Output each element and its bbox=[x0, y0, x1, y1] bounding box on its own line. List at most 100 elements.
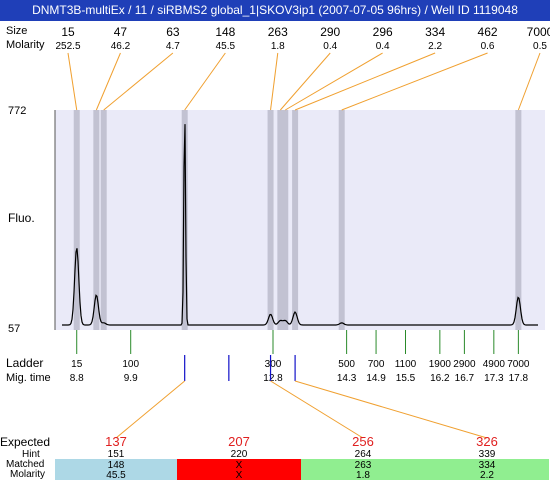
peak-labels: 15 252.5 47 46.2 63 4.7 148 45.5 263 1.8 290 0.4 296… bbox=[55, 25, 550, 111]
ladder-size-label: 1100 bbox=[395, 359, 417, 370]
peak-molarity-label: 0.6 bbox=[481, 41, 495, 52]
y-tick-top: 772 bbox=[8, 105, 26, 117]
matched-row-label: Matched bbox=[6, 459, 44, 470]
expected-size: 326 bbox=[476, 434, 498, 449]
ladder-size-label: 1900 bbox=[429, 359, 452, 370]
matched-molarity-value: 1.8 bbox=[356, 470, 370, 480]
peak-size-label: 334 bbox=[425, 25, 445, 39]
peak-leader-line bbox=[184, 52, 226, 111]
matched-cell bbox=[55, 459, 177, 480]
peak-molarity-label: 252.5 bbox=[55, 41, 80, 52]
hint-value: 339 bbox=[479, 449, 496, 460]
molarity-row-label: Molarity bbox=[6, 39, 45, 51]
ladder-size-label: 700 bbox=[368, 359, 385, 370]
matched-value: 334 bbox=[479, 460, 496, 471]
peak-band bbox=[277, 110, 284, 330]
peak-band bbox=[100, 110, 107, 330]
expected-leader-line bbox=[294, 380, 488, 439]
ladder-size-label: 100 bbox=[122, 359, 139, 370]
ladder-time-label: 14.3 bbox=[337, 373, 357, 384]
ladder-size-label: 4900 bbox=[483, 359, 506, 370]
y-tick-bottom: 57 bbox=[8, 323, 20, 335]
peak-band bbox=[282, 110, 289, 330]
peak-size-label: 148 bbox=[215, 25, 235, 39]
expected-row-label: Expected bbox=[0, 435, 50, 449]
peak-band bbox=[292, 110, 299, 330]
size-row-label: Size bbox=[6, 25, 27, 37]
ladder-time-label: 12.8 bbox=[263, 373, 283, 384]
hint-value: 220 bbox=[231, 449, 248, 460]
peak-leader-line bbox=[270, 52, 279, 111]
peak-size-label: 7000 bbox=[527, 25, 550, 39]
ladder-row-label: Ladder bbox=[6, 356, 43, 370]
plot-area bbox=[55, 110, 545, 330]
matched-value: X bbox=[236, 460, 243, 471]
fluorescence-trace bbox=[54, 110, 538, 330]
peak-molarity-label: 4.7 bbox=[166, 41, 180, 52]
mig-time-row-label: Mig. time bbox=[6, 372, 51, 384]
peak-leader-line bbox=[95, 52, 121, 111]
peak-size-label: 263 bbox=[268, 25, 288, 39]
peak-molarity-label: 45.5 bbox=[216, 41, 236, 52]
hint-row-label: Hint bbox=[22, 449, 40, 460]
peak-size-label: 63 bbox=[166, 25, 180, 39]
peak-molarity-label: 0.5 bbox=[533, 41, 547, 52]
expected-size: 256 bbox=[352, 434, 374, 449]
matched-cell bbox=[301, 459, 425, 480]
matched-cell bbox=[177, 459, 301, 480]
matched-molarity-value: X bbox=[236, 470, 243, 480]
peak-size-label: 462 bbox=[478, 25, 498, 39]
trace-line bbox=[62, 124, 538, 326]
peak-leader-line bbox=[517, 52, 541, 111]
expected-size: 207 bbox=[228, 434, 250, 449]
matched-value: 148 bbox=[108, 460, 125, 471]
peak-molarity-label: 46.2 bbox=[111, 41, 131, 52]
ladder-time-label: 17.3 bbox=[484, 373, 504, 384]
peak-band bbox=[338, 110, 345, 330]
peak-leader-line bbox=[285, 52, 383, 111]
peak-size-label: 296 bbox=[373, 25, 393, 39]
expected-size: 137 bbox=[105, 434, 127, 449]
molarity-bottom-row-label: Molarity bbox=[10, 469, 45, 480]
y-axis-label: Fluo. bbox=[8, 211, 35, 225]
peak-bands bbox=[73, 110, 522, 330]
peak-band bbox=[181, 110, 188, 330]
matched-value: 263 bbox=[355, 460, 372, 471]
window-title: DNMT3B-multiEx / 11 / siRBMS2 global_1|S… bbox=[0, 0, 550, 21]
ladder-size-label: 2900 bbox=[453, 359, 476, 370]
peak-band bbox=[515, 110, 522, 330]
peak-size-label: 15 bbox=[61, 25, 75, 39]
ladder-time-label: 9.9 bbox=[124, 373, 138, 384]
matched-molarity-value: 45.5 bbox=[106, 470, 126, 480]
peak-leader-line bbox=[103, 52, 174, 111]
peak-size-label: 47 bbox=[114, 25, 128, 39]
peak-molarity-label: 1.8 bbox=[271, 41, 285, 52]
peak-leader-line bbox=[341, 52, 488, 111]
peak-band bbox=[93, 110, 100, 330]
peak-molarity-label: 2.2 bbox=[428, 41, 442, 52]
expected-leader-line bbox=[115, 380, 185, 439]
ladder-time-label: 14.9 bbox=[366, 373, 386, 384]
peak-size-label: 290 bbox=[320, 25, 340, 39]
ladder-time-label: 15.5 bbox=[396, 373, 416, 384]
ladder-time-label: 8.8 bbox=[70, 373, 84, 384]
peak-molarity-label: 0.4 bbox=[323, 41, 337, 52]
peak-molarity-label: 0.4 bbox=[376, 41, 390, 52]
ladder-time-label: 16.2 bbox=[430, 373, 450, 384]
peak-leader-line bbox=[294, 52, 436, 111]
ladder-time-label: 17.8 bbox=[509, 373, 529, 384]
peak-leader-line bbox=[67, 52, 78, 111]
ladder-time-label: 16.7 bbox=[455, 373, 475, 384]
ladder-size-label: 15 bbox=[71, 359, 83, 370]
ladder-size-label: 7000 bbox=[507, 359, 530, 370]
expected-leader-line bbox=[270, 380, 364, 439]
ladder-size-label: 300 bbox=[265, 359, 282, 370]
peak-band bbox=[73, 110, 80, 330]
hint-value: 264 bbox=[355, 449, 372, 460]
hint-value: 151 bbox=[108, 449, 125, 460]
ladder-size-label: 500 bbox=[338, 359, 355, 370]
peak-band bbox=[267, 110, 274, 330]
expected-table: 13715114845.5207220XX2562642631.83263393… bbox=[55, 355, 549, 480]
peak-leader-line bbox=[279, 52, 331, 111]
